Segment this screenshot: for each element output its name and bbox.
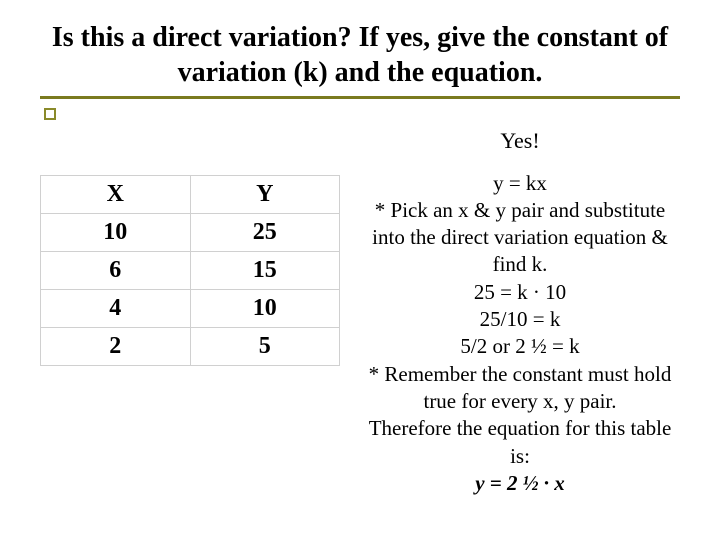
line-step1: 25 = k · 10 bbox=[360, 279, 680, 306]
cell: 4 bbox=[41, 290, 191, 328]
cell: 10 bbox=[41, 214, 191, 252]
final-equation: y = 2 ½ · x bbox=[360, 470, 680, 497]
bullet-marker bbox=[44, 108, 56, 120]
answer-text: Yes! bbox=[360, 127, 680, 156]
cell: 10 bbox=[190, 290, 340, 328]
line-step3: 5/2 or 2 ½ = k bbox=[360, 333, 680, 360]
cell: 25 bbox=[190, 214, 340, 252]
header-x: X bbox=[41, 176, 191, 214]
table-row: 4 10 bbox=[41, 290, 340, 328]
table-row: X Y bbox=[41, 176, 340, 214]
cell: 2 bbox=[41, 328, 191, 366]
line-step2: 25/10 = k bbox=[360, 306, 680, 333]
slide-title: Is this a direct variation? If yes, give… bbox=[40, 20, 680, 99]
cell: 15 bbox=[190, 252, 340, 290]
cell: 5 bbox=[190, 328, 340, 366]
table-row: 2 5 bbox=[41, 328, 340, 366]
header-y: Y bbox=[190, 176, 340, 214]
line-instr2: * Remember the constant must hold true f… bbox=[360, 361, 680, 416]
table-region: X Y 10 25 6 15 4 10 2 5 bbox=[40, 127, 340, 497]
content-area: X Y 10 25 6 15 4 10 2 5 Yes! y = kx * Pi… bbox=[40, 127, 680, 497]
line-conclusion: Therefore the equation for this table is… bbox=[360, 415, 680, 470]
cell: 6 bbox=[41, 252, 191, 290]
xy-table: X Y 10 25 6 15 4 10 2 5 bbox=[40, 175, 340, 366]
line-instr1: * Pick an x & y pair and substitute into… bbox=[360, 197, 680, 279]
explanation-region: Yes! y = kx * Pick an x & y pair and sub… bbox=[360, 127, 680, 497]
line-eq: y = kx bbox=[360, 170, 680, 197]
slide-title-block: Is this a direct variation? If yes, give… bbox=[40, 20, 680, 99]
table-row: 10 25 bbox=[41, 214, 340, 252]
table-row: 6 15 bbox=[41, 252, 340, 290]
